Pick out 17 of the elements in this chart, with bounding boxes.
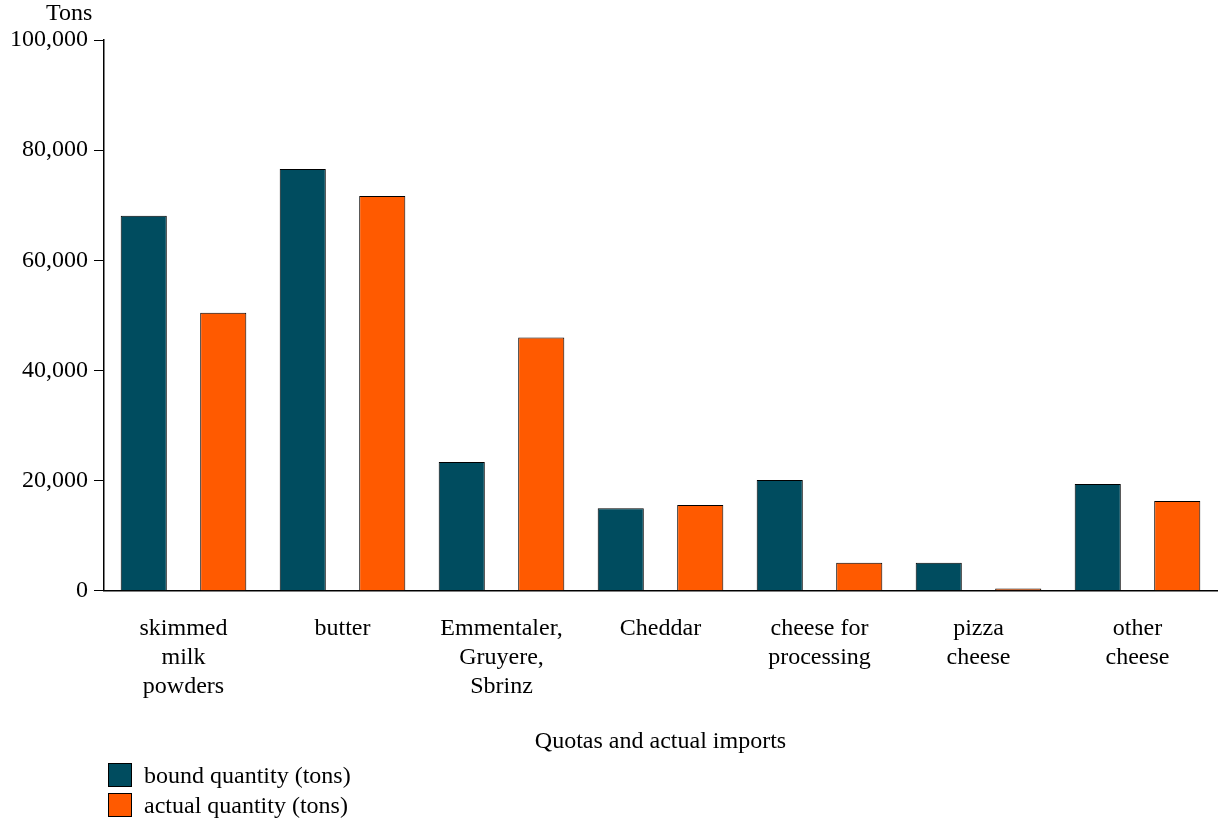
x-tick-label: cheese for processing — [768, 614, 871, 670]
x-tick-label: other cheese — [1105, 614, 1170, 670]
legend-label: bound quantity (tons) — [144, 761, 351, 789]
x-axis-title: Quotas and actual imports — [534, 726, 787, 753]
x-tick-label: Emmentaler, Gruyere, Sbrinz — [440, 614, 563, 699]
y-tick-label: 80,000 — [22, 135, 88, 162]
y-tick-label: 60,000 — [22, 245, 88, 272]
x-tick-label: pizza cheese — [946, 614, 1011, 670]
y-axis-title: Tons — [46, 0, 93, 26]
legend-label: actual quantity (tons) — [144, 791, 348, 819]
x-tick-label: skimmed milk powders — [139, 614, 228, 699]
x-tick-label: Cheddar — [619, 614, 702, 641]
y-tick-label: 100,000 — [10, 25, 88, 52]
y-tick-label: 0 — [76, 576, 88, 603]
y-tick-label: 40,000 — [22, 355, 88, 382]
x-tick-label: butter — [314, 614, 371, 641]
y-tick-label: 20,000 — [22, 465, 88, 492]
